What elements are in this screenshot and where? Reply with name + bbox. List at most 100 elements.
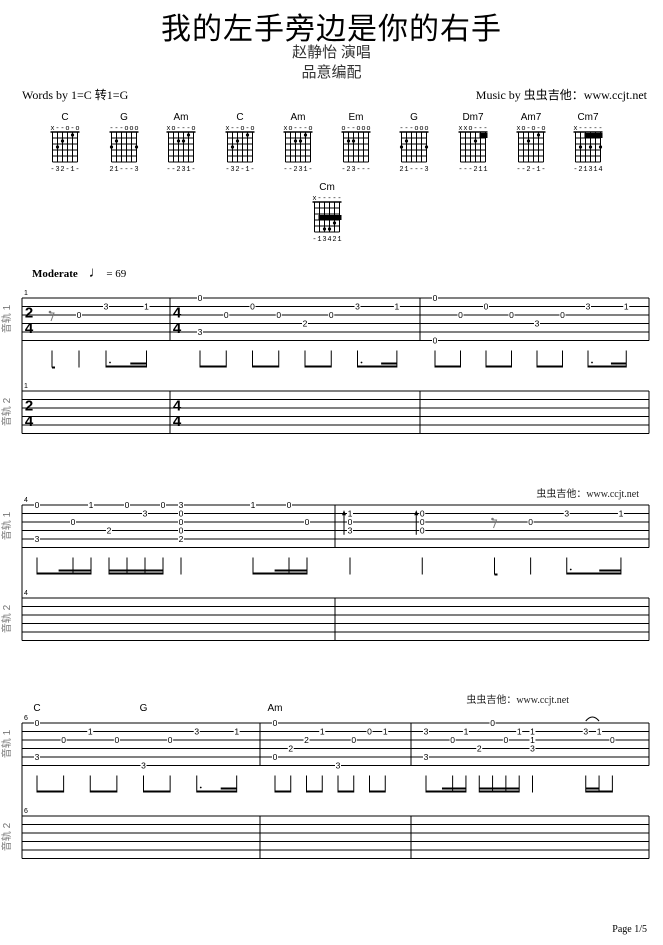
fret-bg — [233, 727, 240, 736]
chord-fingering: -32-1- — [50, 166, 80, 174]
fret-number: 0 — [115, 735, 120, 745]
singer-credit: 赵静怡 演唱 — [292, 45, 371, 61]
arranger-credit: 品意编配 — [301, 65, 362, 81]
fret-bg — [350, 736, 357, 744]
track-label: 音轨 1 — [0, 304, 13, 333]
fret-bg — [140, 761, 147, 770]
chord-name: C — [236, 112, 243, 123]
fret-number: 0 — [305, 517, 310, 527]
string-marks: x--o-o — [225, 125, 255, 133]
fret-number: 2 — [304, 735, 309, 745]
fret-bg — [142, 509, 148, 518]
chord-name: Am — [291, 112, 306, 123]
eighth-rest-icon — [492, 519, 498, 529]
fret-bg — [287, 744, 294, 753]
fret-number: 3 — [179, 500, 184, 510]
fret-number: 1 — [383, 727, 388, 737]
string-marks: xo-o-o — [516, 125, 546, 133]
fret-bg — [193, 727, 200, 736]
song-title: 我的左手旁边是你的右手 — [161, 13, 502, 46]
chord-name: Am — [174, 112, 189, 123]
tempo-marking: Moderate ♩ = 69 — [32, 265, 126, 282]
fret-number: 1 — [530, 727, 535, 737]
track-label: 音轨 2 — [0, 822, 13, 851]
rhythm-dot — [109, 361, 111, 364]
chord-name: G — [120, 112, 128, 123]
fret-bg — [34, 753, 40, 761]
tie-arc — [585, 716, 600, 722]
fret-number: 3 — [143, 509, 148, 519]
fret-bg — [516, 727, 523, 736]
fret-bg — [87, 727, 94, 736]
fret-number: 0 — [450, 735, 455, 745]
fret-bg — [354, 302, 361, 311]
fret-bg — [178, 518, 184, 526]
chord-name: Cm7 — [577, 112, 599, 123]
fret-bg — [178, 501, 184, 509]
track-label: 音轨 1 — [0, 729, 13, 758]
fret-number: 1 — [597, 727, 602, 737]
fret-bg — [423, 753, 429, 761]
measure-number: 6 — [24, 808, 28, 815]
chord-name: Cm — [319, 182, 335, 193]
finger-dot — [346, 139, 351, 143]
chord-name: Dm7 — [462, 112, 484, 123]
fret-number: 0 — [287, 500, 292, 510]
rhythm-dot — [569, 568, 572, 571]
finger-dot — [293, 139, 298, 143]
finger-dot — [245, 133, 250, 137]
fret-number: 0 — [179, 509, 184, 519]
fret-bg — [319, 727, 326, 736]
time-signature-bottom: 4 — [25, 413, 34, 430]
finger-dot — [332, 221, 337, 225]
page-number: Page 1/5 — [612, 924, 647, 935]
fret-number: 0 — [273, 718, 278, 728]
fret-number: 0 — [61, 735, 66, 745]
fret-number: 3 — [35, 752, 40, 762]
fret-bg — [347, 526, 353, 535]
fret-bg — [366, 727, 373, 736]
fret-number: 0 — [168, 735, 173, 745]
eighth-rest-icon — [50, 312, 55, 322]
fret-bg — [178, 526, 184, 535]
time-signature-top: 4 — [173, 398, 182, 415]
string-marks: x----- — [312, 195, 342, 203]
fret-number: 0 — [348, 517, 353, 527]
fret-bg — [88, 501, 94, 509]
finger-dot — [322, 227, 327, 231]
rhythm-dot — [360, 361, 363, 364]
finger-dot — [598, 145, 603, 149]
string-marks: xxo--- — [458, 125, 488, 133]
fret-bg — [508, 311, 515, 319]
chord-name: Am7 — [521, 112, 542, 123]
eighth-rest-icon — [491, 517, 494, 521]
finger-dot — [536, 133, 541, 137]
chord-fingering: -21314 — [573, 166, 603, 174]
fret-number: 2 — [288, 744, 293, 754]
fret-bg — [617, 509, 624, 518]
fret-number: 3 — [198, 327, 203, 337]
rhythm-dot — [199, 786, 202, 789]
finger-dot — [399, 145, 404, 149]
chord-fingering: ---211 — [458, 166, 488, 174]
fret-bg — [419, 509, 426, 518]
fret-bg — [34, 501, 40, 509]
fret-number: 2 — [179, 534, 184, 544]
chord-fingering: -32-1- — [225, 166, 255, 174]
fret-number: 0 — [77, 310, 82, 320]
fret-bg — [286, 501, 292, 509]
fret-bg — [609, 736, 616, 744]
fret-bg — [462, 727, 469, 736]
fret-bg — [534, 319, 540, 328]
fret-number: 1 — [464, 727, 469, 737]
fret-number: 1 — [320, 727, 325, 737]
fret-number: 3 — [355, 302, 360, 312]
chord-fingering: -13421 — [312, 236, 342, 244]
chord-fingering: --231- — [166, 166, 196, 174]
fret-bg — [423, 727, 429, 736]
fret-number: 0 — [458, 310, 463, 320]
fret-number: 0 — [179, 517, 184, 527]
fret-bg — [178, 509, 184, 518]
barre-mark — [318, 215, 342, 220]
